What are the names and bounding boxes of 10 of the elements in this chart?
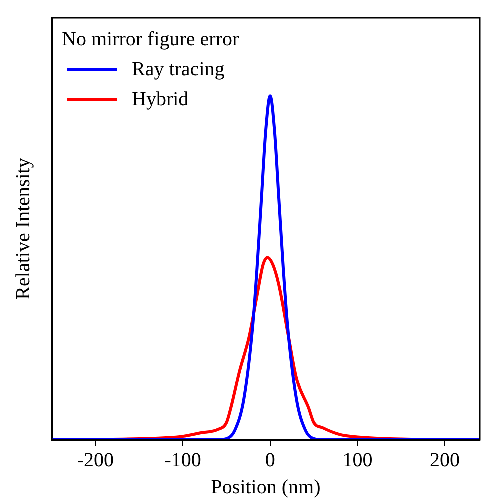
x-tick-label: -200 — [77, 449, 114, 472]
x-tick-label: 0 — [265, 449, 276, 472]
x-tick-label: 200 — [430, 449, 460, 472]
x-tick-label: 100 — [342, 449, 373, 472]
legend-title: No mirror figure error — [62, 28, 240, 50]
x-tick-label: -100 — [164, 449, 202, 472]
y-axis-title: Relative Intensity — [12, 158, 34, 300]
legend-label: Hybrid — [132, 88, 189, 110]
legend-label: Ray tracing — [132, 58, 225, 80]
x-axis-title: Position (nm) — [211, 476, 321, 498]
